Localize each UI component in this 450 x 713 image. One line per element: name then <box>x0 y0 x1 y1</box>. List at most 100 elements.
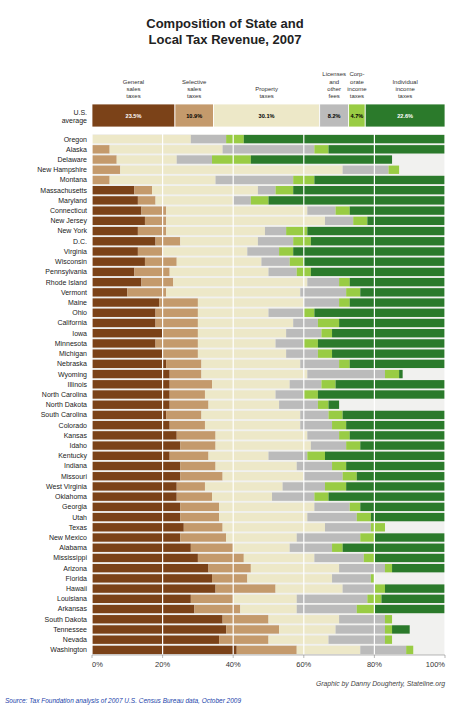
series-header: Generalsalestaxes <box>123 79 144 99</box>
bar-segment <box>269 452 308 460</box>
annotation: Graphic by Danny Dougherty, Stateline.or… <box>316 680 445 688</box>
bar-segment <box>163 329 198 337</box>
bar-segment <box>353 217 367 225</box>
bar-segment <box>329 635 385 643</box>
bar-segment <box>198 329 286 337</box>
category-label: Colorado <box>59 422 88 429</box>
bar-segment <box>177 155 212 163</box>
bar-segment <box>92 472 180 480</box>
bar-segment <box>360 646 406 654</box>
category-label: Kentucky <box>58 452 87 460</box>
category-label: D.C. <box>73 238 87 245</box>
bar-segment <box>304 390 318 398</box>
category-label: Hawaii <box>66 585 87 592</box>
bar-segment <box>360 503 445 511</box>
bar-segment <box>175 104 213 127</box>
bar-segment <box>251 155 392 163</box>
category-label: Washington <box>50 646 87 654</box>
bar-segment <box>92 595 191 603</box>
bar-segment <box>233 595 297 603</box>
category-label: Louisiana <box>57 595 87 602</box>
category-label: Pennsylvania <box>45 268 87 276</box>
bar-segment <box>300 421 332 429</box>
bar-segment <box>92 513 180 521</box>
bar-segment <box>247 247 279 255</box>
bar-segment <box>300 360 339 368</box>
bar-segment <box>138 227 166 235</box>
category-label: U.S.average <box>62 109 87 125</box>
grid-line <box>91 134 92 655</box>
bar-segment <box>346 441 360 449</box>
series-header: and <box>329 79 339 85</box>
bar-segment <box>307 431 339 439</box>
bar-segment <box>198 349 286 357</box>
bar-segment <box>152 186 258 194</box>
bar-segment <box>290 258 304 266</box>
series-header: fees <box>328 93 339 99</box>
bar-segment <box>304 298 339 306</box>
series-header: taxes <box>187 93 201 99</box>
bar-segment <box>293 186 445 194</box>
bar-segment <box>92 482 177 490</box>
bar-segment <box>339 319 445 327</box>
series-header: Individual <box>392 79 417 85</box>
bar-segment <box>177 258 262 266</box>
bar-segment <box>300 411 328 419</box>
category-label: Nebraska <box>57 360 87 367</box>
bar-segment <box>360 441 445 449</box>
bar-segment <box>198 319 293 327</box>
category-label: Maryland <box>58 197 87 205</box>
bar-segment <box>251 196 269 204</box>
tick-label: 60% <box>296 660 311 669</box>
bar-segment <box>276 186 294 194</box>
tick-label: 0% <box>92 660 103 669</box>
grid-line <box>374 134 375 655</box>
bar-segment <box>343 166 389 174</box>
bar-segment <box>92 390 170 398</box>
bar-segment <box>293 237 311 245</box>
bar-segment <box>247 574 332 582</box>
bar-segment <box>240 605 296 613</box>
bar-segment <box>92 217 145 225</box>
bar-segment <box>314 309 445 317</box>
bar-segment <box>374 605 445 613</box>
bar-segment <box>205 482 283 490</box>
bar-segment <box>314 492 328 500</box>
tick-label: 40% <box>226 660 241 669</box>
bar-segment <box>92 401 170 409</box>
bar-segment <box>365 104 445 127</box>
bar-segment <box>304 339 318 347</box>
tick-label: 20% <box>155 660 170 669</box>
bar-segment <box>92 431 177 439</box>
bar-segment <box>92 421 170 429</box>
bar-segment <box>343 411 445 419</box>
bar-segment <box>261 258 289 266</box>
bar-segment <box>191 135 226 143</box>
tick-mark <box>374 655 375 658</box>
bar-segment <box>92 370 170 378</box>
bar-segment <box>92 605 194 613</box>
bar-segment <box>92 206 141 214</box>
bar-segment <box>92 360 166 368</box>
bar-segment <box>350 360 445 368</box>
bar-segment <box>170 452 209 460</box>
bar-segment <box>216 584 276 592</box>
bar-segment <box>346 482 445 490</box>
bar-segment <box>297 595 368 603</box>
bar-segment <box>117 155 177 163</box>
category-label: Michigan <box>59 350 87 358</box>
annotation: Source: Tax Foundation analysis of 2007 … <box>5 697 241 705</box>
bar-segment <box>332 574 371 582</box>
bar-segment <box>329 401 340 409</box>
bar-segment <box>392 615 393 623</box>
bar-segment <box>191 595 233 603</box>
bar-segment <box>170 380 212 388</box>
tick-label: 80% <box>367 660 382 669</box>
category-label: Kansas <box>64 432 88 439</box>
bar-segment <box>177 492 212 500</box>
bar-segment <box>92 237 156 245</box>
grid <box>92 134 445 655</box>
bar-segment <box>237 646 297 654</box>
bar-segment <box>166 206 307 214</box>
series-header: sales <box>126 86 140 92</box>
